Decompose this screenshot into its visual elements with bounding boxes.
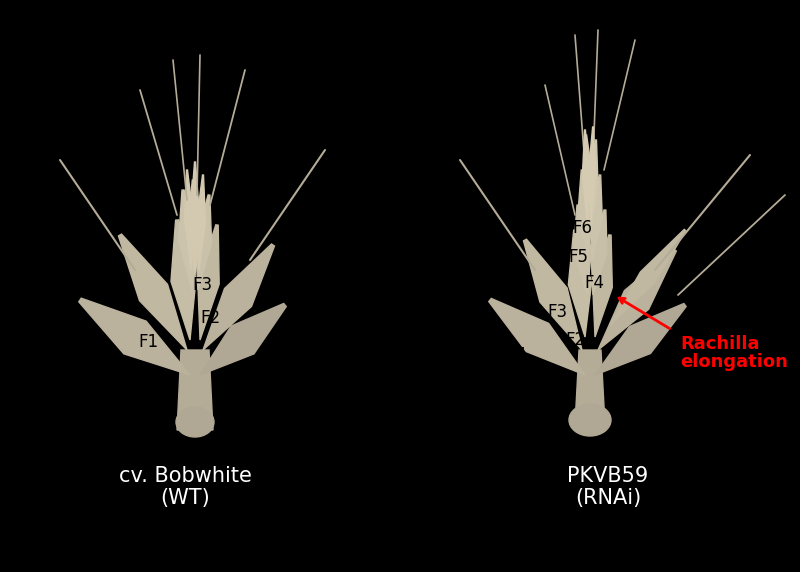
Polygon shape [523, 239, 582, 350]
Text: Rachilla: Rachilla [680, 335, 759, 353]
Polygon shape [171, 220, 196, 340]
Polygon shape [593, 235, 612, 337]
Polygon shape [188, 180, 200, 275]
Text: F4: F4 [584, 274, 604, 292]
Polygon shape [610, 229, 686, 325]
Polygon shape [582, 135, 594, 230]
Text: F3: F3 [192, 276, 212, 294]
Text: PKVB59: PKVB59 [567, 466, 649, 486]
Polygon shape [574, 205, 591, 295]
Polygon shape [589, 140, 598, 230]
Polygon shape [582, 130, 590, 220]
Text: F4: F4 [218, 246, 238, 264]
Polygon shape [203, 244, 274, 350]
Polygon shape [489, 299, 585, 375]
Polygon shape [195, 195, 211, 290]
Polygon shape [118, 234, 187, 350]
Text: F6: F6 [572, 219, 592, 237]
Polygon shape [589, 127, 595, 220]
Polygon shape [598, 249, 676, 350]
Polygon shape [200, 304, 286, 375]
Ellipse shape [569, 404, 611, 436]
Ellipse shape [176, 407, 214, 437]
Polygon shape [575, 350, 605, 425]
Polygon shape [78, 298, 190, 375]
Text: (RNAi): (RNAi) [575, 488, 641, 508]
Text: elongation: elongation [680, 353, 788, 371]
Polygon shape [190, 162, 199, 270]
Polygon shape [178, 190, 197, 290]
Polygon shape [177, 350, 213, 430]
Text: F3: F3 [547, 303, 567, 321]
Text: F2: F2 [565, 331, 585, 349]
Polygon shape [590, 175, 602, 260]
Polygon shape [568, 230, 592, 337]
Text: F1: F1 [508, 346, 528, 364]
Polygon shape [185, 170, 194, 270]
Text: (WT): (WT) [160, 488, 210, 508]
Text: F2: F2 [200, 309, 220, 327]
Polygon shape [578, 170, 592, 260]
Text: cv. Bobwhite: cv. Bobwhite [118, 466, 251, 486]
Polygon shape [591, 210, 607, 295]
Polygon shape [595, 304, 686, 375]
Text: F5: F5 [568, 248, 588, 266]
Polygon shape [197, 175, 206, 270]
Polygon shape [198, 225, 219, 340]
Text: F1: F1 [138, 333, 158, 351]
